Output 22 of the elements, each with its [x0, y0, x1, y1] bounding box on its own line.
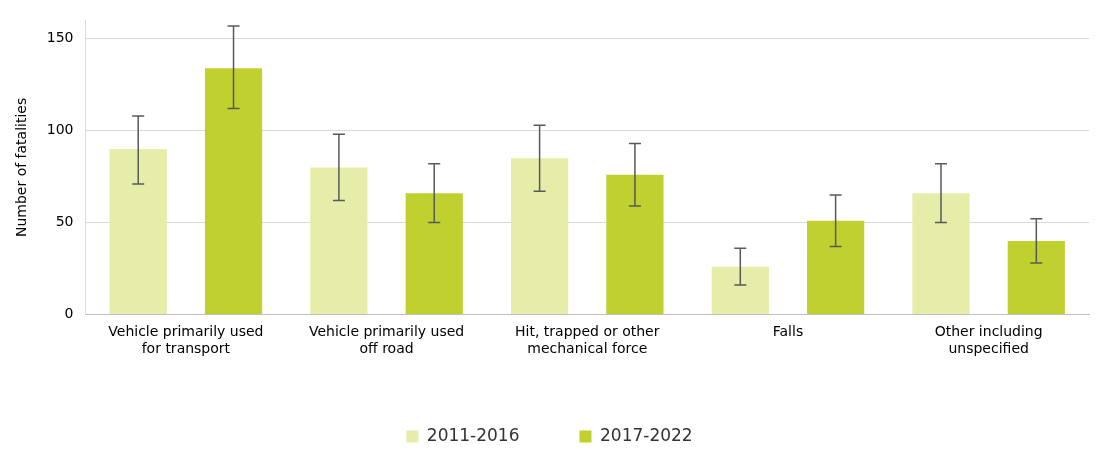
bar [711, 266, 769, 314]
x-tick-label: Other including unspecified [934, 323, 1043, 357]
x-tick-label: Hit, trapped or other mechanical force [515, 323, 660, 357]
x-tick-label: Vehicle primarily used for transport [108, 323, 264, 357]
x-tick-label: Vehicle primarily used off road [308, 323, 465, 357]
bar [606, 174, 664, 314]
bar [310, 167, 368, 314]
bar [511, 158, 569, 314]
bar [912, 193, 970, 314]
y-tick-label: 0 [64, 305, 74, 322]
y-tick-label: 50 [55, 213, 74, 230]
bar [109, 149, 167, 314]
x-tick-label: Falls [772, 323, 804, 340]
y-tick-label: 150 [46, 29, 74, 46]
legend-label: 2017-2022 [600, 424, 693, 445]
legend-label: 2011-2016 [426, 424, 520, 445]
bar [405, 193, 463, 314]
bar [204, 68, 263, 314]
y-axis-title: Number of fatalities [13, 97, 30, 238]
bar [807, 220, 865, 314]
bar [1007, 240, 1065, 314]
y-tick-label: 100 [46, 121, 74, 138]
